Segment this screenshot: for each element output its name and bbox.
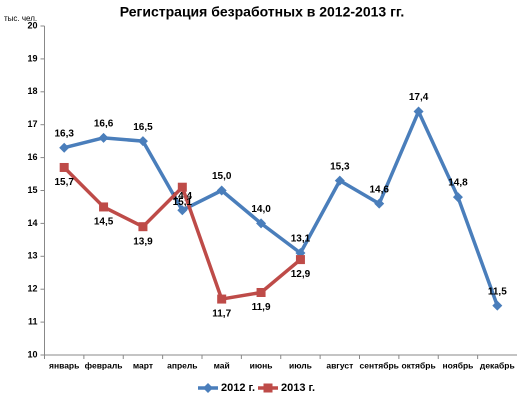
point [216,185,227,196]
data-label: 15,7 [54,177,74,188]
legend-marker [263,383,273,393]
point [256,218,267,229]
data-label: 15,3 [330,161,350,172]
data-label: 12,9 [291,269,311,280]
y-tick-label: 15 [27,185,37,195]
y-tick-label: 14 [27,218,37,228]
chart-title: Регистрация безработных в 2012-2013 гг. [120,4,404,20]
x-tick-label: июль [289,360,312,370]
point [99,202,109,212]
point [295,255,305,265]
data-label: 14,6 [369,184,389,195]
data-label: 16,6 [94,119,114,130]
data-label: 14,5 [94,217,114,228]
point [138,222,148,232]
y-tick-label: 10 [27,349,37,359]
point [59,162,69,172]
point [98,132,109,143]
point [137,136,148,147]
data-label: 17,4 [409,92,429,103]
x-tick-label: октябрь [401,360,435,370]
point [177,182,187,192]
y-tick-label: 13 [27,251,37,261]
data-label: 14,0 [251,204,271,215]
series-line [63,109,499,307]
x-tick-label: сентябрь [359,360,398,370]
x-tick-label: ноябрь [443,360,474,370]
data-label: 14,4 [173,191,193,202]
y-tick-label: 11 [28,316,38,326]
data-label: 16,5 [133,122,153,133]
legend-marker [203,383,213,393]
y-axis-label: тыс. чел. [4,14,37,23]
x-tick-label: август [326,360,353,370]
point [256,287,266,297]
data-label: 15,0 [212,171,232,182]
point [413,106,424,117]
x-tick-label: декабрь [480,360,515,370]
x-tick-label: март [133,360,153,370]
point [334,175,345,186]
data-label: 11,7 [212,309,231,320]
y-tick-label: 17 [27,119,37,129]
x-tick-label: май [214,360,230,370]
point [217,294,227,304]
x-tick-label: апрель [167,360,197,370]
data-label: 11,5 [488,286,507,297]
y-tick-label: 16 [27,152,37,162]
y-tick-label: 18 [27,86,37,96]
x-tick-label: январь [49,360,79,370]
legend-label: 2013 г. [281,382,315,394]
x-tick-label: июнь [250,360,273,370]
point [492,300,503,311]
point [177,205,188,216]
data-label: 16,3 [54,128,74,139]
y-tick-label: 19 [27,53,37,63]
point [452,192,463,203]
data-label: 13,1 [291,234,311,245]
y-tick-label: 12 [27,284,37,294]
point [374,198,385,209]
point [295,248,306,259]
data-label: 11,9 [252,302,271,313]
legend-label: 2012 г. [221,382,255,394]
point [59,142,70,153]
data-label: 13,9 [133,236,153,247]
y-tick-label: 20 [27,20,37,30]
data-label: 14,8 [448,178,468,189]
x-tick-label: февраль [85,360,123,370]
data-label: 15,1 [173,197,193,208]
